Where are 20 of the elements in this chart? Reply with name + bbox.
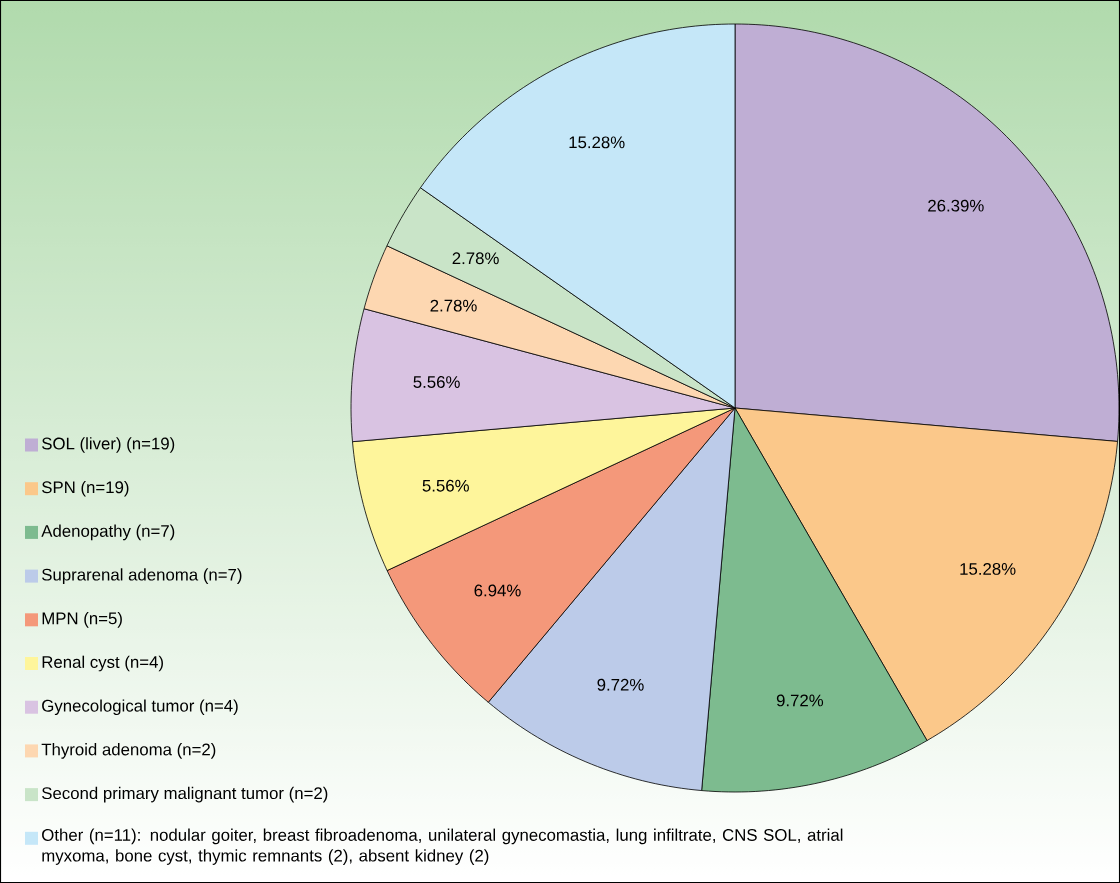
data-label: 9.72% [597,678,644,691]
data-label: 9.72% [776,694,824,707]
legend-label: MPN (n=5) [42,611,122,628]
data-label: 26.39% [928,199,984,212]
legend-label: SOL (liver) (n=19) [42,437,175,453]
data-label: 6.94% [474,584,521,597]
data-label: 15.28% [960,562,1016,575]
data-label: 5.56% [413,376,460,388]
data-label: 15.28% [569,136,625,149]
legend-label: Adenopathy (n=7) [41,524,175,541]
legend-label: Thyroid adenoma (n=2) [41,743,216,759]
data-label: 5.56% [422,479,469,492]
legend-label: Renal cyst (n=4) [42,655,163,672]
data-label: 2.78% [452,252,499,265]
data-label: 2.78% [430,299,477,312]
legend-label: Gynecological tumor (n=4) [42,699,238,716]
legend-label: Other (n=11): nodular goiter, breast fibroadenoma, unilateral gynecomastia, lung infiltrate, CNS SOL, atrial myxoma, bone cyst, thymic remnants (2), absent kidney (2) [42,828,843,865]
legend-label: Suprarenal adenoma (n=7) [42,568,242,584]
legend-label: SPN (n=19) [42,480,129,497]
legend-label: Second primary malignant tumor (n=2) [42,786,328,803]
